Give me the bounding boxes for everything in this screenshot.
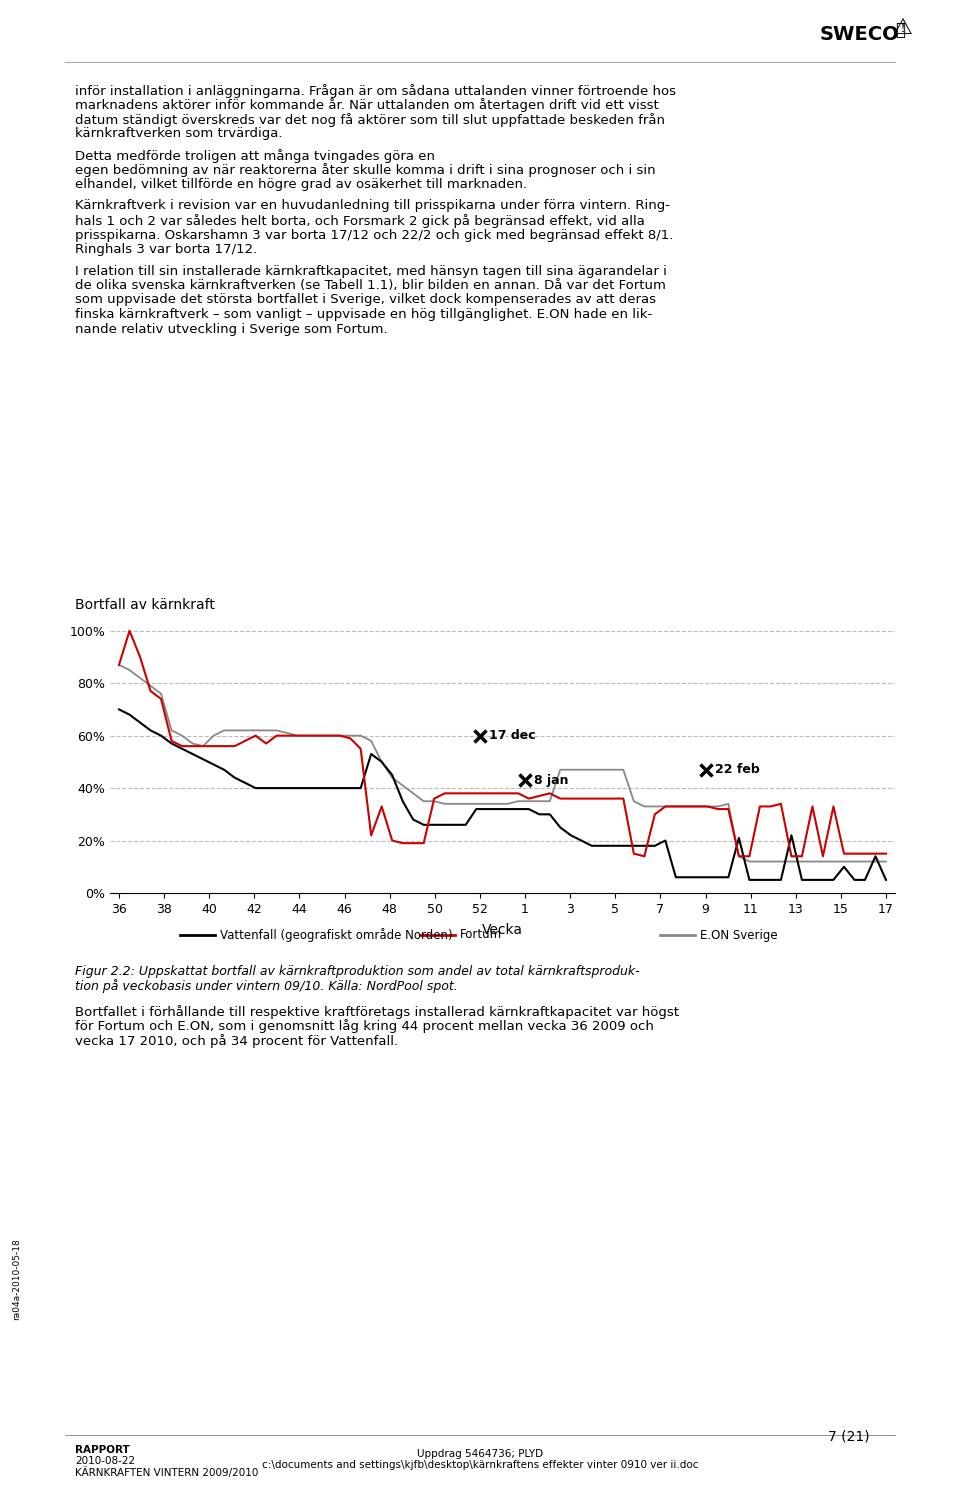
Text: Kärnkraftverk i revision var en huvudanledning till prisspikarna under förra vin: Kärnkraftverk i revision var en huvudanl…	[75, 199, 670, 213]
Text: för Fortum och E.ON, som i genomsnitt låg kring 44 procent mellan vecka 36 2009 : för Fortum och E.ON, som i genomsnitt lå…	[75, 1020, 654, 1034]
Text: Detta medförde troligen att många tvingades göra en: Detta medförde troligen att många tvinga…	[75, 150, 435, 163]
Text: KÄRNKRAFTEN VINTERN 2009/2010: KÄRNKRAFTEN VINTERN 2009/2010	[75, 1467, 258, 1478]
Text: prisspikarna. Oskarshamn 3 var borta 17/12 och 22/2 och gick med begränsad effek: prisspikarna. Oskarshamn 3 var borta 17/…	[75, 228, 673, 242]
Text: 17 dec: 17 dec	[489, 730, 536, 742]
Text: E.ON Sverige: E.ON Sverige	[700, 928, 778, 941]
Text: ⚠: ⚠	[893, 18, 913, 38]
Text: 7 (21): 7 (21)	[828, 1429, 870, 1445]
Text: marknadens aktörer inför kommande år. När uttalanden om återtagen drift vid ett : marknadens aktörer inför kommande år. Nä…	[75, 98, 659, 112]
Text: Bortfall av kärnkraft: Bortfall av kärnkraft	[75, 598, 215, 612]
Text: nande relativ utveckling i Sverige som Fortum.: nande relativ utveckling i Sverige som F…	[75, 322, 388, 335]
Text: elhandel, vilket tillförde en högre grad av osäkerhet till marknaden.: elhandel, vilket tillförde en högre grad…	[75, 178, 527, 190]
Text: Fortum: Fortum	[460, 928, 502, 941]
Text: I relation till sin installerade kärnkraftkapacitet, med hänsyn tagen till sina : I relation till sin installerade kärnkra…	[75, 264, 667, 278]
Text: Bortfallet i förhållande till respektive kraftföretags installerad kärnkraftkapa: Bortfallet i förhållande till respektive…	[75, 1005, 679, 1018]
Text: 8 jan: 8 jan	[534, 774, 568, 787]
Text: kärnkraftverken som trvärdiga.: kärnkraftverken som trvärdiga.	[75, 127, 282, 141]
Text: 2010-08-22: 2010-08-22	[75, 1457, 135, 1466]
Text: c:\documents and settings\kjfb\desktop\kärnkraftens effekter vinter 0910 ver ii.: c:\documents and settings\kjfb\desktop\k…	[262, 1460, 698, 1470]
Text: egen bedömning av när reaktorerna åter skulle komma i drift i sina prognoser och: egen bedömning av när reaktorerna åter s…	[75, 163, 656, 177]
Text: finska kärnkraftverk – som vanligt – uppvisade en hög tillgänglighet. E.ON hade : finska kärnkraftverk – som vanligt – upp…	[75, 308, 652, 320]
Text: hals 1 och 2 var således helt borta, och Forsmark 2 gick på begränsad effekt, vi: hals 1 och 2 var således helt borta, och…	[75, 215, 645, 228]
Text: inför installation i anläggningarna. Frågan är om sådana uttalanden vinner förtr: inför installation i anläggningarna. Frå…	[75, 85, 676, 98]
Text: ⛰: ⛰	[895, 21, 905, 39]
Text: ra04a-2010-05-18: ra04a-2010-05-18	[12, 1238, 21, 1321]
Text: Ringhals 3 var borta 17/12.: Ringhals 3 var borta 17/12.	[75, 243, 257, 255]
Text: Uppdrag 5464736; PLYD: Uppdrag 5464736; PLYD	[417, 1449, 543, 1460]
Text: som uppvisade det största bortfallet i Sverige, vilket dock kompenserades av att: som uppvisade det största bortfallet i S…	[75, 293, 656, 307]
Text: 22 feb: 22 feb	[714, 763, 759, 777]
X-axis label: Vecka: Vecka	[482, 923, 523, 937]
Text: SWECO: SWECO	[820, 26, 900, 44]
Text: datum ständigt överskreds var det nog få aktörer som till slut uppfattade besked: datum ständigt överskreds var det nog få…	[75, 113, 665, 127]
Text: tion på veckobasis under vintern 09/10. Källa: NordPool spot.: tion på veckobasis under vintern 09/10. …	[75, 979, 458, 993]
Text: vecka 17 2010, och på 34 procent för Vattenfall.: vecka 17 2010, och på 34 procent för Vat…	[75, 1034, 398, 1049]
Text: Vattenfall (geografiskt område Norden): Vattenfall (geografiskt område Norden)	[220, 928, 452, 941]
Text: Figur 2.2: Uppskattat bortfall av kärnkraftproduktion som andel av total kärnkra: Figur 2.2: Uppskattat bortfall av kärnkr…	[75, 966, 639, 978]
Text: RAPPORT: RAPPORT	[75, 1445, 130, 1455]
Text: de olika svenska kärnkraftverken (se Tabell 1.1), blir bilden en annan. Då var d: de olika svenska kärnkraftverken (se Tab…	[75, 280, 666, 292]
